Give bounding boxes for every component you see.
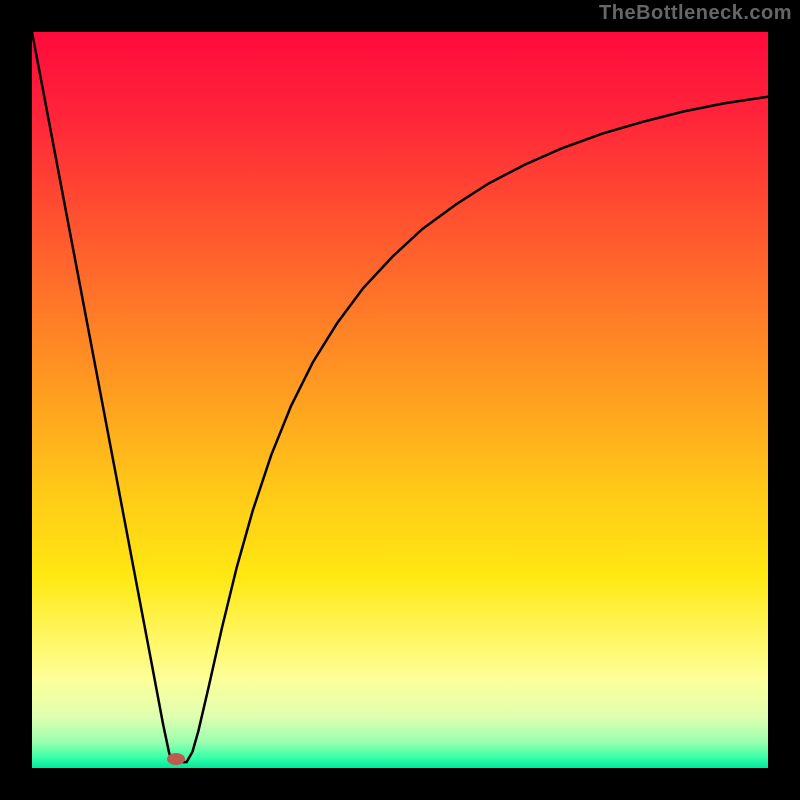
- plot-area: [32, 32, 768, 768]
- chart-container: TheBottleneck.com: [0, 0, 800, 800]
- watermark-text: TheBottleneck.com: [599, 2, 792, 25]
- bottleneck-curve: [32, 32, 768, 768]
